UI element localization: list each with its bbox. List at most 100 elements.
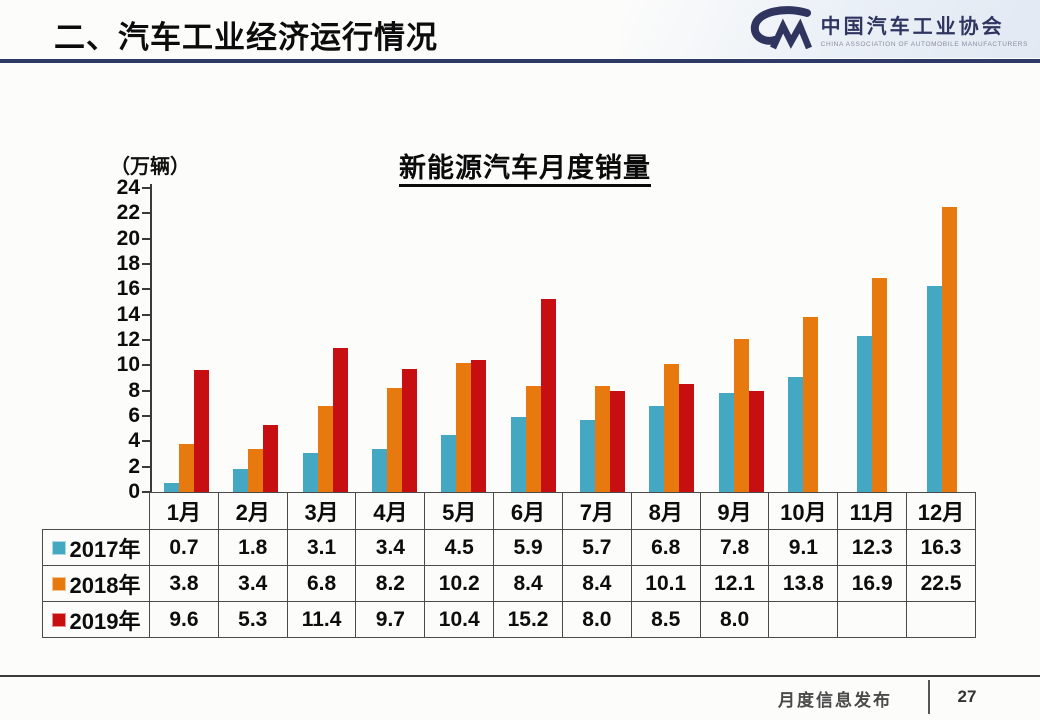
value-cell-2019年-1月: 9.6 (149, 601, 219, 638)
value-cell-2017年-5月: 4.5 (424, 529, 495, 566)
bar-2018年-3月 (317, 405, 333, 492)
caam-logo: 中国汽车工业协会 CHINA ASSOCIATION OF AUTOMOBILE… (747, 6, 1028, 52)
value-cell-2019年-8月: 8.5 (630, 601, 701, 638)
y-axis-tick (142, 364, 150, 367)
month-header-cell: 11月 (837, 492, 908, 530)
month-header-cell: 2月 (217, 492, 288, 530)
month-header-cell: 3月 (286, 492, 357, 530)
y-tick-label: 4 (128, 429, 140, 453)
month-header-cell: 6月 (493, 492, 563, 530)
y-tick-label: 22 (116, 201, 140, 225)
bar-2017年-9月 (718, 393, 734, 492)
y-axis-tick (142, 263, 150, 265)
y-tick-label: 12 (116, 328, 140, 351)
table-corner-cell (43, 493, 150, 530)
y-axis-tick (142, 187, 150, 189)
bar-2018年-8月 (664, 364, 680, 492)
value-cell-2018年-6月: 8.4 (493, 565, 563, 602)
bar-2017年-8月 (649, 405, 665, 492)
bar-2017年-12月 (926, 285, 942, 492)
footer-label: 月度信息发布 (778, 691, 892, 710)
bar-2017年-6月 (510, 417, 526, 492)
month-header-cell: 9月 (699, 492, 770, 530)
legend-label: 2018年 (69, 572, 141, 598)
bar-2019年-9月 (748, 390, 764, 492)
bar-2017年-4月 (372, 448, 388, 492)
bar-group-11 (845, 184, 914, 492)
y-tick-label: 8 (128, 378, 140, 402)
value-cell-2019年-5月: 10.4 (424, 601, 495, 638)
bar-2017年-2月 (233, 469, 249, 492)
footer-rule (0, 675, 1040, 677)
y-axis-tick (142, 288, 150, 291)
bar-2017年-11月 (857, 336, 873, 492)
month-header-cell: 12月 (906, 492, 976, 530)
bar-2018年-6月 (525, 385, 541, 492)
bar-group-1 (152, 184, 221, 492)
y-axis-tick (142, 465, 150, 468)
bar-group-12 (915, 184, 984, 492)
legend-swatch-2017年 (51, 540, 66, 555)
y-tick-label: 24 (116, 176, 140, 199)
bar-group-9 (707, 184, 776, 492)
value-cell-2019年-10月 (768, 601, 839, 638)
y-tick-label: 16 (116, 277, 140, 301)
bar-2019年-4月 (402, 369, 418, 492)
value-cell-2018年-11月: 16.9 (837, 565, 908, 602)
month-header-cell: 10月 (768, 492, 839, 530)
legend-label: 2017年 (69, 536, 141, 562)
y-axis-tick (142, 313, 150, 316)
bar-group-4 (360, 184, 429, 492)
value-cell-2019年-9月: 8.0 (699, 601, 770, 638)
value-cell-2018年-3月: 6.8 (286, 565, 357, 602)
y-tick-label: 10 (116, 353, 140, 377)
y-axis-tick (142, 389, 150, 392)
value-cell-2018年-7月: 8.4 (561, 565, 632, 602)
bar-2018年-2月 (248, 448, 264, 492)
value-cell-2017年-8月: 6.8 (630, 529, 701, 566)
bar-2018年-1月 (179, 443, 195, 492)
bar-2018年-5月 (456, 362, 472, 492)
bar-2017年-10月 (788, 376, 804, 492)
y-axis-unit-label: （万辆） (110, 156, 190, 178)
bar-2019年-8月 (679, 384, 695, 492)
data-table: 1月 2月 3月 4月 5月 6月 7月 8月 9月 10月 11月 12月 2017年 0.7 1.8 3.… (42, 492, 976, 638)
value-cell-2017年-4月: 3.4 (355, 529, 426, 566)
bar-group-8 (637, 184, 706, 492)
month-header-cell: 4月 (355, 492, 426, 530)
value-cell-2017年-2月: 1.8 (217, 529, 288, 566)
legend-swatch-2019年 (51, 612, 66, 627)
value-cell-2019年-2月: 5.3 (217, 601, 288, 638)
y-tick-label: 6 (128, 404, 140, 427)
value-cell-2019年-6月: 15.2 (493, 601, 563, 638)
y-tick-label: 14 (116, 302, 140, 326)
value-cell-2017年-10月: 9.1 (768, 529, 839, 566)
value-cell-2017年-1月: 0.7 (149, 529, 219, 566)
y-tick-label: 0 (128, 480, 140, 503)
value-cell-2018年-2月: 3.4 (217, 565, 288, 602)
legend-cell-2018年: 2018年 (42, 565, 150, 602)
bar-2017年-3月 (302, 452, 318, 492)
value-cell-2019年-12月 (906, 601, 976, 638)
y-tick-label: 20 (116, 226, 140, 250)
org-name-cn: 中国汽车工业协会 (820, 16, 1005, 38)
legend-cell-2019年: 2019年 (42, 601, 150, 638)
bar-group-2 (221, 184, 290, 492)
value-cell-2018年-10月: 13.8 (768, 565, 839, 602)
bar-2018年-10月 (803, 317, 819, 492)
value-cell-2019年-3月: 11.4 (286, 601, 357, 638)
y-axis-tick (142, 491, 150, 493)
legend-swatch-2018年 (51, 576, 66, 591)
org-name-en: CHINA ASSOCIATION OF AUTOMOBILE MANUFACT… (820, 41, 1028, 48)
value-cell-2017年-6月: 5.9 (493, 529, 563, 566)
bar-2017年-7月 (580, 419, 596, 492)
month-header-cell: 5月 (424, 492, 495, 530)
caam-monogram-icon (750, 6, 812, 50)
month-header-cell: 8月 (630, 492, 701, 530)
bar-group-6 (499, 184, 568, 492)
value-cell-2018年-9月: 12.1 (699, 565, 770, 602)
value-cell-2019年-4月: 9.7 (355, 601, 426, 638)
y-tick-label: 2 (128, 454, 140, 478)
bar-2018年-4月 (387, 388, 403, 492)
bar-2018年-11月 (872, 277, 888, 492)
